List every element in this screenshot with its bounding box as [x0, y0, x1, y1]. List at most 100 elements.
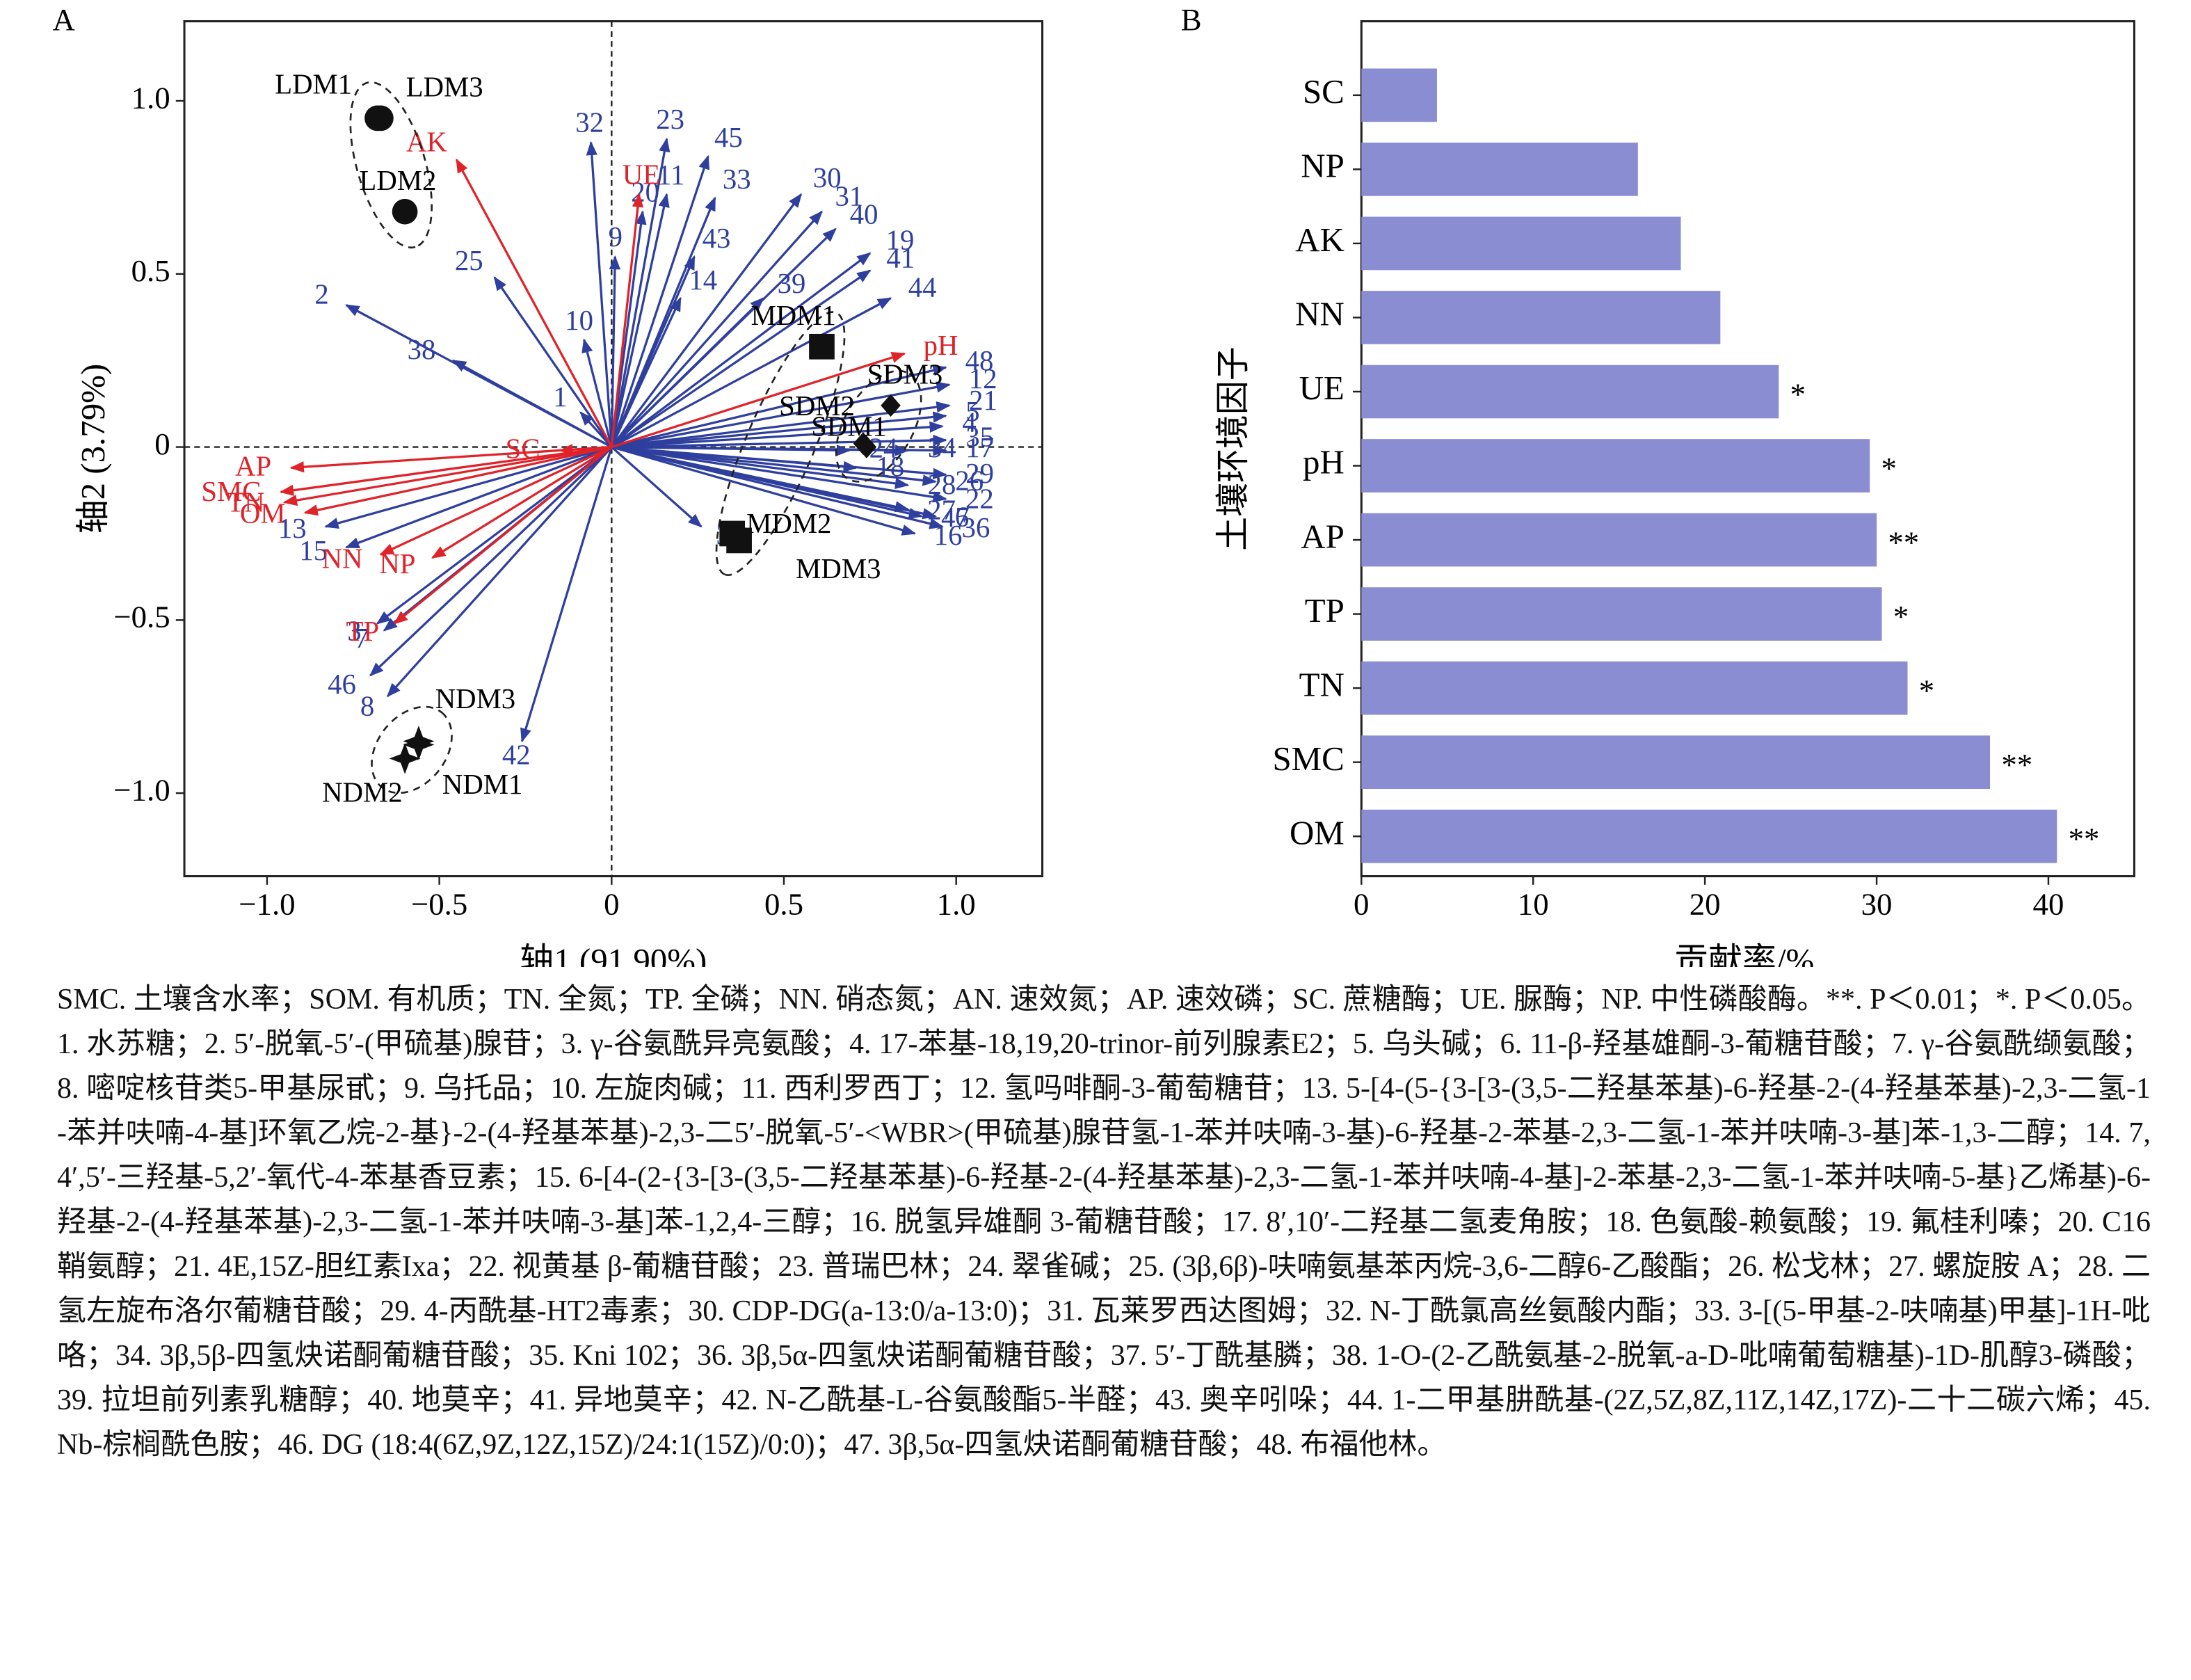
group-ellipse — [715, 311, 846, 576]
species-arrow — [611, 434, 947, 449]
factor-arrow — [455, 158, 613, 448]
sample-label: MDM1 — [751, 300, 836, 331]
species-label: 25 — [455, 245, 483, 276]
species-label: 17 — [965, 432, 994, 463]
species-arrow — [611, 445, 938, 486]
y-tick-label: TP — [1305, 591, 1345, 630]
species-label: 3 — [347, 615, 361, 646]
x-tick-label: 10 — [1518, 887, 1549, 922]
species-label: 29 — [965, 458, 994, 489]
factor-label: UE — [623, 159, 660, 190]
sample-label: NDM1 — [442, 769, 522, 800]
species-arrow — [586, 141, 613, 447]
figure: A −1.0 −0.5 0 0.5 1.0 −1.0 −0.5 0 0.5 1.0 轴1 (91.90… — [53, 2, 2135, 967]
species-arrow — [611, 421, 944, 449]
species-label: 44 — [908, 271, 937, 303]
significance-label: ** — [2069, 822, 2100, 856]
sample-label: SDM3 — [867, 358, 943, 390]
y-tick-label: AP — [1301, 517, 1345, 555]
caption: SMC. 土壤含水率；SOM. 有机质；TN. 全氮；TP. 全磷；NN. 硝态… — [57, 984, 2151, 1461]
species-arrow — [611, 445, 947, 503]
factor-label: NP — [379, 548, 415, 579]
species-arrow — [611, 210, 823, 448]
sample-point — [726, 527, 752, 554]
species-arrow — [610, 154, 709, 448]
x-axis-label: 轴1 (91.90%) — [520, 941, 707, 967]
species-label: 8 — [360, 690, 374, 721]
factor-arrow — [379, 446, 613, 556]
sample-point — [403, 726, 435, 757]
species-label: 35 — [965, 421, 994, 452]
species-label: 31 — [835, 180, 864, 211]
species-arrow — [610, 193, 670, 447]
factor-arrow — [303, 445, 612, 516]
bar — [1361, 291, 1721, 344]
species-label: 10 — [565, 305, 593, 336]
species-arrow — [493, 276, 613, 448]
species-label: 46 — [328, 669, 356, 700]
sample-label: LDM1 — [275, 68, 352, 99]
sample-point — [368, 105, 394, 131]
species-label: 30 — [813, 162, 842, 193]
panel-label: A — [53, 2, 76, 37]
bar — [1361, 513, 1877, 567]
bar — [1361, 587, 1882, 641]
factor-arrow — [610, 193, 644, 447]
species-label: 7 — [355, 623, 369, 654]
y-axis-label: 轴2 (3.79%) — [74, 364, 112, 534]
species-arrow — [611, 193, 803, 448]
species-label: 45 — [714, 122, 743, 153]
species-label: 12 — [969, 363, 997, 394]
species-label: 4 — [962, 407, 976, 438]
species-label: 9 — [609, 221, 623, 253]
sample-point — [392, 198, 418, 225]
y-tick-label: 0 — [154, 426, 170, 461]
species-arrow — [611, 445, 910, 456]
species-arrow — [611, 446, 703, 528]
species-arrow — [611, 269, 872, 448]
species-arrow — [376, 446, 613, 625]
species-label: 40 — [850, 198, 878, 230]
y-tick-label: SMC — [1272, 739, 1344, 778]
x-tick-label: 0 — [1354, 887, 1369, 922]
species-label: 47 — [941, 502, 970, 533]
species-label: 14 — [689, 264, 717, 296]
species-arrow — [611, 365, 947, 449]
factor-label: NN — [322, 543, 363, 574]
species-label: 2 — [314, 278, 328, 310]
species-label: 19 — [886, 225, 915, 256]
bar — [1361, 143, 1638, 196]
species-label: 23 — [656, 104, 684, 135]
bar — [1361, 439, 1870, 493]
species-arrow — [369, 446, 613, 677]
factor-arrow — [611, 352, 906, 449]
factor-label: AP — [235, 450, 271, 481]
y-tick-label: UE — [1299, 369, 1345, 407]
species-arrow — [451, 359, 613, 449]
bar — [1361, 365, 1779, 419]
y-tick-label: SC — [1303, 72, 1345, 111]
sample-label: LDM3 — [406, 71, 483, 102]
y-tick-label: NP — [1301, 147, 1345, 185]
sample-label: SDM1 — [811, 411, 887, 442]
y-tick-label: 0.5 — [131, 253, 170, 288]
x-axis-label: 贡献率/% — [1674, 941, 1814, 967]
group-ellipse — [371, 705, 453, 794]
x-tick-label: −1.0 — [239, 887, 295, 922]
x-tick-label: 40 — [2033, 887, 2064, 922]
y-tick-label: NN — [1295, 295, 1345, 333]
panel-label: B — [1181, 2, 1202, 37]
sample-label: MDM3 — [796, 553, 881, 584]
factor-label: OM — [240, 498, 286, 529]
sample-label: NDM2 — [322, 777, 402, 808]
species-arrow — [344, 446, 612, 549]
y-tick-label: pH — [1303, 443, 1345, 481]
y-tick-label: −1.0 — [113, 772, 170, 807]
y-tick-label: OM — [1290, 813, 1345, 851]
significance-label: ** — [2001, 747, 2032, 782]
species-arrow — [611, 446, 917, 536]
species-arrow — [581, 338, 613, 447]
species-label: 41 — [886, 242, 915, 273]
significance-label: * — [1893, 599, 1909, 634]
